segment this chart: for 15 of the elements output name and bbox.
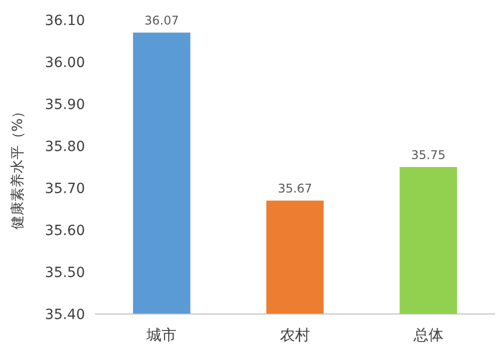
y-tick-label: 35.40 bbox=[44, 307, 85, 323]
data-label: 36.07 bbox=[144, 14, 179, 28]
x-tick-label: 总体 bbox=[412, 326, 444, 344]
x-tick-label: 农村 bbox=[280, 326, 310, 344]
y-axis-title: 健康素养水平（%） bbox=[10, 104, 26, 230]
data-label: 35.75 bbox=[411, 148, 446, 162]
y-tick-label: 36.00 bbox=[44, 55, 85, 71]
y-tick-label: 36.10 bbox=[44, 13, 85, 29]
y-tick-label: 35.90 bbox=[44, 97, 85, 113]
data-label: 35.67 bbox=[278, 182, 312, 196]
y-tick-label: 35.80 bbox=[44, 139, 85, 155]
y-tick-label: 35.70 bbox=[44, 181, 85, 197]
y-tick-label: 35.50 bbox=[44, 265, 85, 281]
x-tick-label: 城市 bbox=[146, 326, 177, 344]
y-tick-label: 35.60 bbox=[44, 223, 85, 239]
